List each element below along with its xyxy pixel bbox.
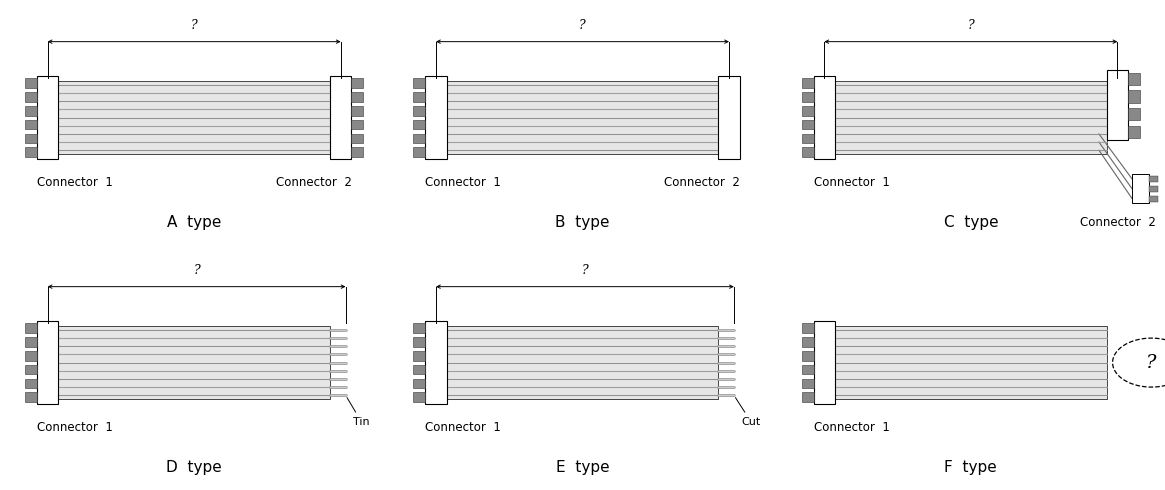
Bar (352, 92, 363, 101)
Text: Connector  1: Connector 1 (425, 176, 501, 190)
Bar (26, 365, 37, 374)
Text: F  type: F type (945, 461, 997, 475)
Bar (1128, 125, 1139, 138)
Bar (26, 92, 37, 101)
Bar (414, 379, 425, 388)
Text: Connector  2: Connector 2 (1080, 216, 1156, 229)
Bar (802, 351, 813, 361)
Bar (802, 392, 813, 402)
Bar (802, 337, 813, 346)
Bar (425, 76, 446, 159)
Bar (58, 326, 330, 399)
Bar (802, 106, 813, 116)
Bar (352, 78, 363, 88)
Bar (352, 106, 363, 116)
Bar (352, 134, 363, 143)
Text: Tin: Tin (347, 398, 370, 427)
Bar (26, 78, 37, 88)
Text: Connector  1: Connector 1 (425, 421, 501, 435)
Bar (414, 392, 425, 402)
Bar (802, 134, 813, 143)
Bar (802, 147, 813, 157)
Text: Connector  1: Connector 1 (37, 421, 113, 435)
Text: Connector  1: Connector 1 (813, 421, 889, 435)
Bar (1128, 91, 1139, 103)
Bar (26, 392, 37, 402)
Bar (414, 106, 425, 116)
Text: Cut: Cut (735, 397, 761, 427)
Bar (1132, 174, 1150, 203)
Bar (414, 120, 425, 129)
Text: D  type: D type (167, 461, 223, 475)
Text: C  type: C type (944, 216, 998, 230)
Bar (37, 321, 58, 404)
Bar (414, 351, 425, 361)
Bar (352, 147, 363, 157)
Text: ?: ? (581, 264, 588, 277)
Bar (26, 351, 37, 361)
Text: Connector  1: Connector 1 (37, 176, 113, 190)
Bar (26, 106, 37, 116)
Bar (813, 321, 835, 404)
Text: Connector  2: Connector 2 (276, 176, 352, 190)
Bar (1150, 176, 1158, 182)
Text: B  type: B type (556, 216, 609, 230)
Bar (835, 81, 1107, 154)
Bar (802, 92, 813, 101)
Text: A  type: A type (167, 216, 221, 230)
Bar (330, 76, 352, 159)
Bar (414, 134, 425, 143)
Bar (26, 147, 37, 157)
Bar (802, 120, 813, 129)
Bar (414, 78, 425, 88)
Bar (26, 134, 37, 143)
Bar (802, 78, 813, 88)
Bar (802, 379, 813, 388)
Bar (26, 337, 37, 346)
Bar (802, 323, 813, 333)
Text: E  type: E type (556, 461, 609, 475)
Bar (26, 120, 37, 129)
Bar (1128, 73, 1139, 85)
Bar (414, 147, 425, 157)
Bar (37, 76, 58, 159)
Bar (719, 76, 740, 159)
Bar (414, 323, 425, 333)
Bar (26, 323, 37, 333)
Text: ?: ? (579, 19, 586, 32)
Bar (425, 321, 446, 404)
Bar (1128, 108, 1139, 120)
Bar (813, 76, 835, 159)
Text: ?: ? (193, 264, 200, 277)
Text: Connector  2: Connector 2 (664, 176, 740, 190)
Bar (1107, 70, 1128, 141)
Bar (802, 365, 813, 374)
Bar (1150, 196, 1158, 202)
Text: ?: ? (1146, 354, 1157, 371)
Bar (414, 365, 425, 374)
Bar (835, 326, 1107, 399)
Text: ?: ? (967, 19, 974, 32)
Text: Connector  1: Connector 1 (813, 176, 889, 190)
Bar (26, 379, 37, 388)
Bar (414, 92, 425, 101)
Bar (414, 337, 425, 346)
Text: ?: ? (191, 19, 198, 32)
Bar (58, 81, 330, 154)
Bar (446, 81, 719, 154)
Bar (352, 120, 363, 129)
Bar (1150, 186, 1158, 192)
Bar (446, 326, 719, 399)
